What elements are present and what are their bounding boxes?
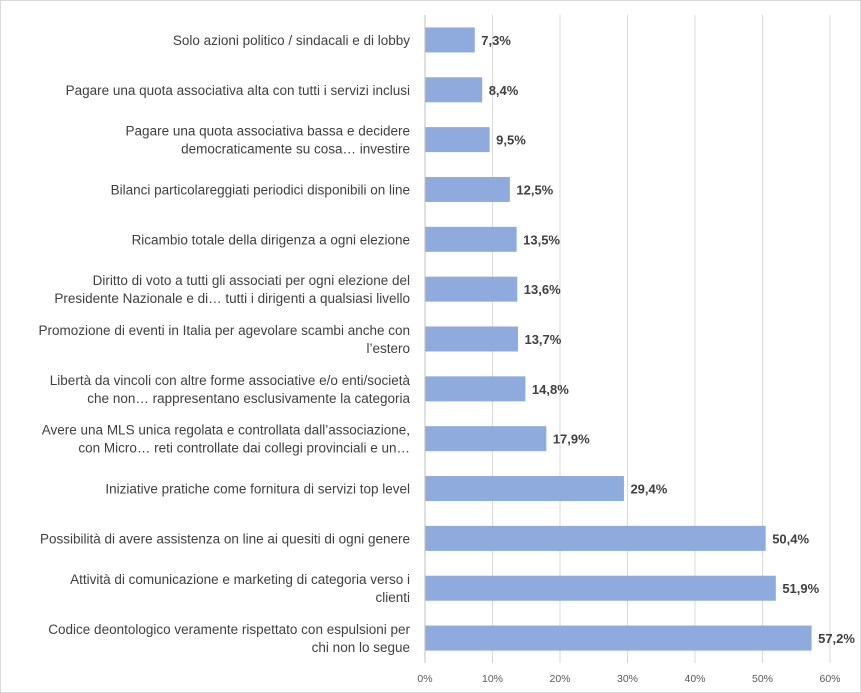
bar — [425, 27, 475, 53]
data-label: 13,7% — [524, 332, 561, 347]
bar — [425, 575, 776, 601]
data-label: 13,6% — [524, 282, 561, 297]
category-label: Ricambio totale della dirigenza a ogni e… — [132, 232, 410, 247]
category-label: Possibilità di avere assistenza on line … — [40, 531, 410, 546]
category-label-line: Avere una MLS unica regolata e controlla… — [42, 423, 410, 438]
category-label: Pagare una quota associativa alta con tu… — [66, 83, 410, 98]
category-label-line: Attività di comunicazione e marketing di… — [70, 572, 410, 587]
bar — [425, 77, 483, 103]
data-label: 17,9% — [553, 432, 590, 447]
data-label: 29,4% — [630, 482, 667, 497]
bar — [425, 476, 624, 502]
category-label-line: Possibilità di avere assistenza on line … — [40, 531, 410, 546]
x-tick-label: 60% — [819, 673, 840, 685]
category-label-line: clienti — [375, 590, 410, 605]
x-tick-label: 50% — [752, 673, 773, 685]
bar — [425, 276, 518, 302]
bar — [425, 625, 812, 651]
category-label-line: Solo azioni politico / sindacali e di lo… — [173, 33, 410, 48]
bar — [425, 525, 766, 551]
bar — [425, 176, 510, 202]
data-label: 7,3% — [481, 33, 511, 48]
bar — [425, 127, 490, 153]
data-label: 8,4% — [489, 83, 519, 98]
category-label-line: Diritto di voto a tutti gli associati pe… — [93, 273, 410, 288]
category-label-line: con Micro… reti controllate dai collegi … — [78, 441, 410, 456]
x-tick-label: 20% — [549, 673, 570, 685]
category-label: Attività di comunicazione e marketing di… — [70, 572, 410, 605]
gridlines — [424, 15, 831, 663]
bar — [425, 426, 547, 452]
data-label: 50,4% — [772, 531, 809, 546]
value-labels: 7,3% 8,4% 9,5% 12,5% 13,5% 13,6% 13,7% 14,8% 17,… — [481, 33, 855, 646]
category-label: Promozione di eventi in Italia per agevo… — [39, 323, 410, 356]
x-tick-label: 0% — [417, 673, 432, 685]
category-label-line: Promozione di eventi in Italia per agevo… — [39, 323, 410, 338]
category-label-line: Pagare una quota associativa bassa e dec… — [126, 124, 410, 139]
category-label-line: Presidente Nazionale e di… tutti i dirig… — [54, 291, 410, 306]
data-label: 51,9% — [782, 581, 819, 596]
data-label: 13,5% — [523, 232, 560, 247]
category-label: Pagare una quota associativa bassa e dec… — [126, 124, 410, 157]
category-label: Bilanci particolareggiati periodici disp… — [111, 182, 410, 197]
bar — [425, 376, 526, 402]
category-label-line: Bilanci particolareggiati periodici disp… — [111, 182, 410, 197]
category-label: Avere una MLS unica regolata e controlla… — [42, 423, 410, 456]
category-label-line: Iniziative pratiche come fornitura di se… — [105, 482, 410, 497]
x-tick-label: 10% — [482, 673, 503, 685]
category-label-line: l’estero — [366, 341, 410, 356]
data-label: 57,2% — [818, 631, 855, 646]
category-label-line: chi non lo segue — [312, 640, 410, 655]
data-label: 12,5% — [516, 182, 553, 197]
category-label-line: Libertà da vincoli con altre forme assoc… — [50, 373, 411, 388]
category-label-line: che non… rappresentano esclusivamente la… — [87, 391, 410, 406]
data-label: 14,8% — [532, 382, 569, 397]
bars — [425, 27, 812, 651]
category-label: Codice deontologico veramente rispettato… — [48, 622, 410, 655]
x-axis-ticks: 0% 10% 20% 30% 40% 50% 60% — [417, 673, 840, 685]
data-label: 9,5% — [496, 133, 526, 148]
bar — [425, 226, 517, 252]
category-label-line: Ricambio totale della dirigenza a ogni e… — [132, 232, 410, 247]
category-label: Diritto di voto a tutti gli associati pe… — [54, 273, 410, 306]
category-labels: Solo azioni politico / sindacali e di lo… — [39, 33, 411, 655]
category-label-line: democraticamente su cosa… investire — [181, 142, 410, 157]
category-label: Solo azioni politico / sindacali e di lo… — [173, 33, 410, 48]
category-label-line: Codice deontologico veramente rispettato… — [48, 622, 410, 637]
x-tick-label: 40% — [684, 673, 705, 685]
x-tick-label: 30% — [617, 673, 638, 685]
category-label: Libertà da vincoli con altre forme assoc… — [50, 373, 411, 406]
category-label-line: Pagare una quota associativa alta con tu… — [66, 83, 410, 98]
bar — [425, 326, 518, 352]
category-label: Iniziative pratiche come fornitura di se… — [105, 482, 410, 497]
